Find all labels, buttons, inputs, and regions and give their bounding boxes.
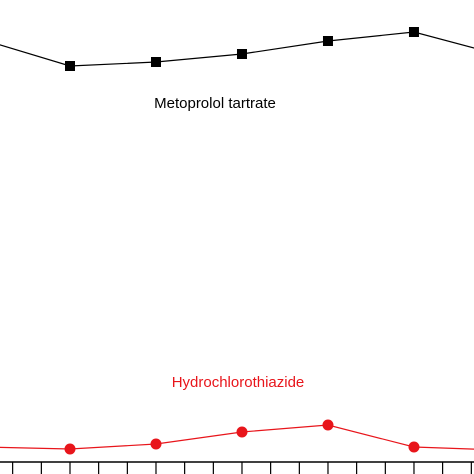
marker	[64, 443, 76, 455]
marker	[150, 438, 162, 450]
marker	[322, 36, 333, 46]
marker	[322, 419, 334, 431]
series-label: Hydrochlorothiazide	[172, 374, 305, 391]
marker	[236, 426, 248, 438]
marker	[236, 49, 247, 59]
marker	[408, 441, 420, 453]
marker	[150, 57, 161, 67]
series-label: Metoprolol tartrate	[154, 95, 276, 112]
marker	[408, 27, 419, 37]
marker	[64, 61, 75, 71]
